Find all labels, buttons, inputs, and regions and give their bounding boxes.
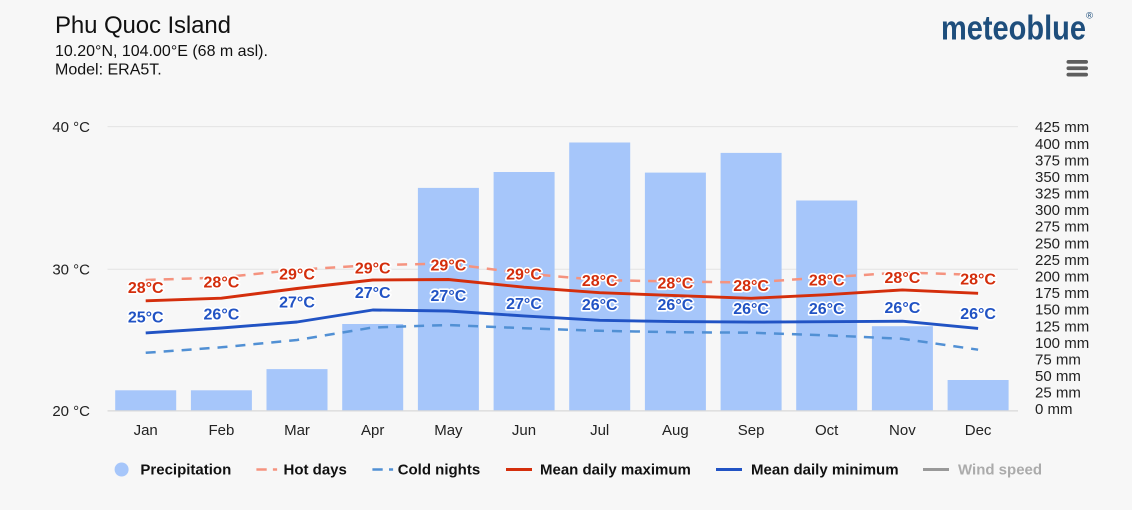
svg-text:28°C: 28°C (128, 280, 164, 297)
svg-text:25 mm: 25 mm (1035, 385, 1081, 402)
svg-text:29°C: 29°C (431, 257, 467, 274)
svg-text:29°C: 29°C (279, 266, 315, 283)
svg-text:10.20°N, 104.00°E (68 m asl).: 10.20°N, 104.00°E (68 m asl). (55, 43, 268, 60)
svg-text:Dec: Dec (965, 422, 992, 439)
svg-text:Aug: Aug (662, 422, 689, 439)
svg-text:350 mm: 350 mm (1035, 169, 1089, 186)
svg-text:28°C: 28°C (885, 270, 921, 287)
svg-text:28°C: 28°C (733, 278, 769, 295)
svg-text:275 mm: 275 mm (1035, 219, 1089, 236)
svg-text:Mar: Mar (284, 422, 310, 439)
svg-text:®: ® (1086, 11, 1093, 22)
svg-text:Cold nights: Cold nights (398, 462, 481, 479)
svg-text:29°C: 29°C (355, 261, 391, 278)
svg-text:Mean daily maximum: Mean daily maximum (540, 462, 691, 479)
svg-text:28°C: 28°C (204, 275, 240, 292)
svg-text:150 mm: 150 mm (1035, 302, 1089, 319)
svg-text:Wind speed: Wind speed (958, 462, 1042, 479)
svg-text:27°C: 27°C (506, 296, 542, 313)
svg-text:225 mm: 225 mm (1035, 252, 1089, 269)
svg-text:Model: ERA5T.: Model: ERA5T. (55, 62, 162, 79)
svg-text:26°C: 26°C (960, 306, 996, 323)
svg-text:meteoblue: meteoblue (941, 10, 1086, 48)
svg-text:Jul: Jul (590, 422, 609, 439)
svg-text:27°C: 27°C (355, 285, 391, 302)
svg-text:27°C: 27°C (431, 288, 467, 305)
svg-text:400 mm: 400 mm (1035, 136, 1089, 153)
svg-text:26°C: 26°C (733, 301, 769, 318)
svg-text:Feb: Feb (208, 422, 234, 439)
svg-text:26°C: 26°C (809, 301, 845, 318)
svg-text:28°C: 28°C (658, 276, 694, 293)
svg-text:27°C: 27°C (279, 294, 315, 311)
svg-text:29°C: 29°C (506, 266, 542, 283)
svg-text:0 mm: 0 mm (1035, 401, 1073, 418)
svg-text:30 °C: 30 °C (52, 261, 90, 278)
svg-text:Jun: Jun (512, 422, 536, 439)
svg-text:100 mm: 100 mm (1035, 335, 1089, 352)
svg-text:40 °C: 40 °C (52, 119, 90, 136)
svg-text:Hot days: Hot days (284, 462, 347, 479)
svg-text:125 mm: 125 mm (1035, 318, 1089, 335)
svg-text:26°C: 26°C (658, 297, 694, 314)
svg-text:Precipitation: Precipitation (140, 462, 231, 479)
svg-text:Jan: Jan (134, 422, 158, 439)
svg-text:325 mm: 325 mm (1035, 186, 1089, 203)
svg-text:375 mm: 375 mm (1035, 152, 1089, 169)
svg-text:Mean daily minimum: Mean daily minimum (751, 462, 899, 479)
svg-text:26°C: 26°C (204, 306, 240, 323)
svg-text:Phu Quoc Island: Phu Quoc Island (55, 12, 231, 39)
svg-text:28°C: 28°C (582, 273, 618, 290)
svg-text:Oct: Oct (815, 422, 839, 439)
svg-text:Apr: Apr (361, 422, 384, 439)
svg-text:28°C: 28°C (809, 273, 845, 290)
svg-text:25°C: 25°C (128, 310, 164, 327)
svg-text:175 mm: 175 mm (1035, 285, 1089, 302)
svg-text:May: May (434, 422, 463, 439)
svg-text:50 mm: 50 mm (1035, 368, 1081, 385)
svg-text:75 mm: 75 mm (1035, 351, 1081, 368)
svg-text:300 mm: 300 mm (1035, 202, 1089, 219)
svg-text:Sep: Sep (738, 422, 765, 439)
svg-text:20 °C: 20 °C (52, 403, 90, 420)
svg-text:26°C: 26°C (885, 300, 921, 317)
svg-text:28°C: 28°C (960, 271, 996, 288)
svg-text:200 mm: 200 mm (1035, 269, 1089, 286)
svg-text:26°C: 26°C (582, 297, 618, 314)
svg-text:Nov: Nov (889, 422, 916, 439)
svg-text:250 mm: 250 mm (1035, 235, 1089, 252)
svg-text:425 mm: 425 mm (1035, 119, 1089, 136)
